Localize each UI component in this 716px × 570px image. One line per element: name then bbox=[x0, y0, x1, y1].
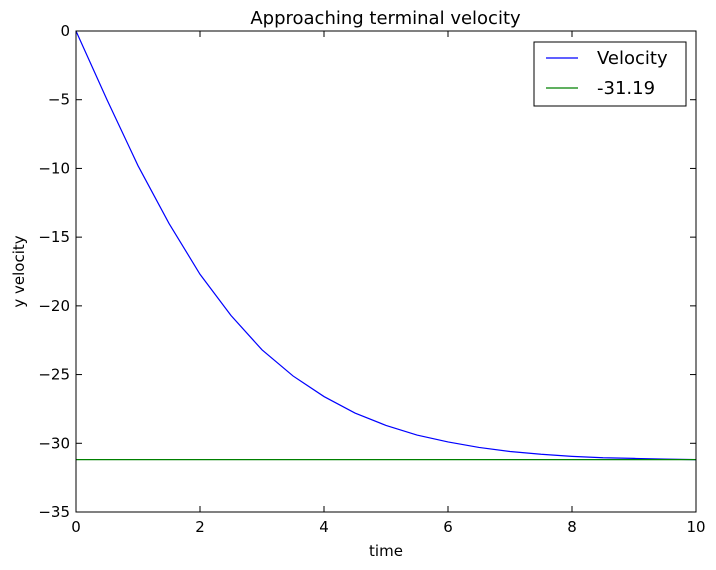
y-tick-label: 0 bbox=[60, 22, 70, 40]
y-tick-label: −25 bbox=[38, 366, 70, 384]
y-tick-label: −15 bbox=[38, 228, 70, 246]
x-axis-label: time bbox=[369, 542, 403, 560]
series-layer bbox=[75, 30, 697, 461]
legend-label-terminal: -31.19 bbox=[597, 78, 655, 99]
x-tick-label: 0 bbox=[71, 518, 81, 536]
x-tick-label: 10 bbox=[686, 518, 705, 536]
y-tick-label: −20 bbox=[38, 297, 70, 315]
x-tick-label: 2 bbox=[195, 518, 205, 536]
y-tick-label: −5 bbox=[48, 91, 70, 109]
y-tick-label: −30 bbox=[38, 434, 70, 452]
ticks-layer: 0 2 4 6 8 10 0 −5 −10 −15 −20 −25 −30 −35 bbox=[38, 22, 705, 536]
y-axis-label: y velocity bbox=[10, 235, 28, 307]
y-tick-label: −10 bbox=[38, 159, 70, 177]
chart-title: Approaching terminal velocity bbox=[250, 8, 521, 29]
x-tick-label: 4 bbox=[319, 518, 329, 536]
series-line-0 bbox=[75, 30, 697, 461]
legend-box bbox=[533, 41, 687, 107]
plot-frame bbox=[75, 30, 697, 513]
x-tick-label: 6 bbox=[443, 518, 453, 536]
legend-label-velocity: Velocity bbox=[597, 48, 668, 69]
y-tick-label: −35 bbox=[38, 503, 70, 521]
legend: Velocity -31.19 bbox=[533, 41, 687, 107]
x-tick-label: 8 bbox=[567, 518, 577, 536]
